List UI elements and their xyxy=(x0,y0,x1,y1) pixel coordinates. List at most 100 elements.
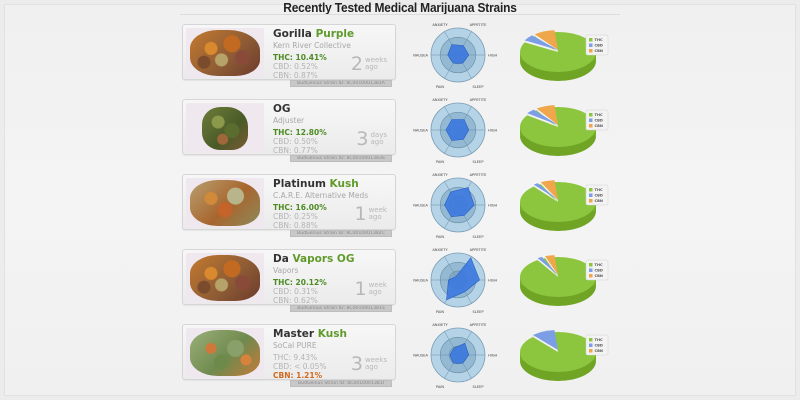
strain-photo[interactable] xyxy=(186,103,264,153)
legend-label: CBN xyxy=(595,199,603,203)
strain-card[interactable]: Platinum Kush C.A.R.E. Alternative Meds … xyxy=(182,174,396,230)
legend-swatch-cbn xyxy=(589,49,593,53)
legend-swatch-cbn xyxy=(589,124,593,128)
cbn-value: CBN: 0.88% xyxy=(273,221,318,230)
legend-label: THC xyxy=(595,188,603,192)
age-unit: week ago xyxy=(368,281,387,296)
strain-name[interactable]: OG xyxy=(273,103,393,116)
thc-value: THC: 16.00% xyxy=(273,203,327,212)
legend-label: THC xyxy=(595,113,603,117)
strain-info: Gorilla Purple Kern River Collective THC… xyxy=(273,28,393,80)
strain-name-accent: Purple xyxy=(315,28,355,40)
radar-axis-label: SLEEP xyxy=(473,160,485,164)
radar-axis-label: ANXIETY xyxy=(432,248,448,252)
legend-label: CBD xyxy=(595,194,603,198)
strain-photo[interactable] xyxy=(186,28,264,78)
radar-axis-label: APPETITE xyxy=(470,248,488,252)
strain-name-main: Master xyxy=(273,328,315,340)
radar-axis-label: HIGH xyxy=(488,204,498,208)
cbd-value: CBD: < 0.05% xyxy=(273,362,327,371)
radar-axis-label: HIGH xyxy=(488,129,498,133)
strain-row: Platinum Kush C.A.R.E. Alternative Meds … xyxy=(182,170,622,245)
legend-swatch-thc xyxy=(589,188,593,192)
strain-row: Da Vapors OG Vapors THC: 20.12% CBD: 0.3… xyxy=(182,245,622,320)
strain-photo[interactable] xyxy=(186,253,264,303)
radar-axis-label: SLEEP xyxy=(473,310,485,314)
legend-swatch-cbd xyxy=(589,43,593,47)
strain-id-label: BudGenius Strain ID: 8C0010001381I xyxy=(290,380,392,387)
radar-axis-label: NAUSEA xyxy=(413,279,428,283)
legend-label: CBD xyxy=(595,119,603,123)
strain-card[interactable]: Master Kush SoCal PURE THC: 9.43% CBD: <… xyxy=(182,324,396,380)
strain-name[interactable]: Gorilla Purple xyxy=(273,28,393,41)
radar-axis-label: APPETITE xyxy=(470,173,488,177)
page-title: Recently Tested Medical Marijuana Strain… xyxy=(283,0,517,15)
strain-card[interactable]: Da Vapors OG Vapors THC: 20.12% CBD: 0.3… xyxy=(182,249,396,305)
legend-label: CBD xyxy=(595,344,603,348)
age-unit: week ago xyxy=(368,206,387,221)
strain-name[interactable]: Platinum Kush xyxy=(273,178,393,191)
thc-value: THC: 20.12% xyxy=(273,278,327,287)
legend-swatch-thc xyxy=(589,38,593,42)
strain-name-main: Gorilla xyxy=(273,28,312,40)
legend-swatch-thc xyxy=(589,263,593,267)
legend-swatch-cbd xyxy=(589,118,593,122)
radar-axis-label: HIGH xyxy=(488,54,498,58)
strain-info: Platinum Kush C.A.R.E. Alternative Meds … xyxy=(273,178,393,230)
legend-label: CBN xyxy=(595,124,603,128)
strain-info: Da Vapors OG Vapors THC: 20.12% CBD: 0.3… xyxy=(273,253,393,305)
strain-name-main: Platinum xyxy=(273,178,326,190)
radar-axis-label: APPETITE xyxy=(470,98,488,102)
tested-age: 3 days ago xyxy=(356,130,387,149)
tested-age: 1 week ago xyxy=(355,205,388,224)
bud-image xyxy=(190,255,260,301)
strain-name[interactable]: Da Vapors OG xyxy=(273,253,393,266)
radar-axis-label: PAIN xyxy=(436,85,444,89)
effects-radar-chart: ANXIETY APPETITE HIGH SLEEP PAIN NAUSEA xyxy=(413,173,498,239)
strain-card[interactable]: OG Adjuster THC: 12.80% CBD: 0.50% CBN: … xyxy=(182,99,396,155)
strain-row: OG Adjuster THC: 12.80% CBD: 0.50% CBN: … xyxy=(182,95,622,170)
radar-axis-label: PAIN xyxy=(436,235,444,239)
legend-label: CBN xyxy=(595,49,603,53)
legend-label: CBD xyxy=(595,44,603,48)
strain-name-main: Da xyxy=(273,253,289,265)
strain-name-accent: Kush xyxy=(329,178,359,190)
legend-swatch-cbd xyxy=(589,268,593,272)
age-number: 3 xyxy=(350,353,363,375)
cbd-value: CBD: 0.50% xyxy=(273,137,318,146)
radar-axis-label: NAUSEA xyxy=(413,354,428,358)
age-number: 1 xyxy=(354,278,367,300)
grower-name: Kern River Collective xyxy=(273,41,351,50)
grower-name: Adjuster xyxy=(273,116,305,125)
effects-radar-chart: ANXIETY APPETITE HIGH SLEEP PAIN NAUSEA xyxy=(413,23,498,89)
legend-label: THC xyxy=(595,338,603,342)
legend-label: CBN xyxy=(595,349,603,353)
strain-card[interactable]: Gorilla Purple Kern River Collective THC… xyxy=(182,24,396,80)
radar-axis-label: SLEEP xyxy=(473,385,485,389)
strain-photo[interactable] xyxy=(186,328,264,378)
cbd-value: CBD: 0.25% xyxy=(273,212,318,221)
radar-axis-label: ANXIETY xyxy=(432,98,448,102)
age-unit: weeks ago xyxy=(364,56,387,71)
cbd-value: CBD: 0.52% xyxy=(273,62,318,71)
strain-name[interactable]: Master Kush xyxy=(273,328,393,341)
effects-radar-chart: ANXIETY APPETITE HIGH SLEEP PAIN NAUSEA xyxy=(413,323,497,389)
strain-photo[interactable] xyxy=(186,178,264,228)
radar-axis-label: NAUSEA xyxy=(413,204,428,208)
strain-id-label: BudGenius Strain ID: 8C0010001381A xyxy=(290,80,392,87)
tested-age: 1 week ago xyxy=(354,278,388,300)
strain-info: Master Kush SoCal PURE THC: 9.43% CBD: <… xyxy=(273,328,393,380)
strain-name-accent: Vapors OG xyxy=(292,253,355,265)
title-divider xyxy=(180,14,620,15)
grower-name: SoCal PURE xyxy=(273,341,317,350)
legend-swatch-cbn xyxy=(589,349,593,353)
age-unit: weeks ago xyxy=(364,356,387,371)
bud-image xyxy=(190,180,260,226)
legend-label: CBD xyxy=(595,269,603,273)
